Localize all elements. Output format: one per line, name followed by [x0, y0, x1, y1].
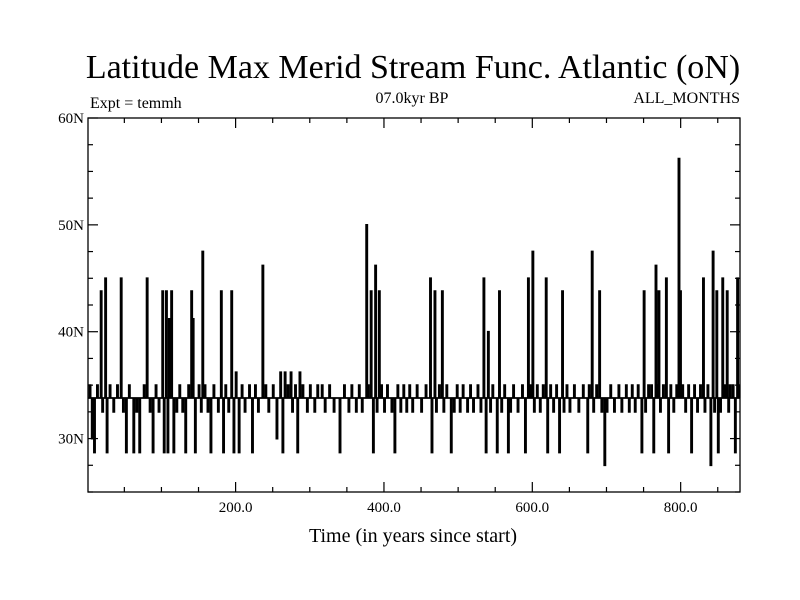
y-tick-label: 30N — [58, 432, 84, 448]
y-tick-label: 40N — [58, 325, 84, 341]
experiment-label: Expt = temmh — [90, 95, 182, 112]
x-tick-label: 600.0 — [515, 500, 549, 516]
months-label: ALL_MONTHS — [633, 90, 740, 107]
series-line — [88, 157, 741, 467]
x-tick-label: 400.0 — [367, 500, 401, 516]
x-tick-label: 800.0 — [664, 500, 698, 516]
x-tick-label: 200.0 — [219, 500, 253, 516]
axis-tick-labels: 30N 40N 50N 60N 200.0 400.0 600.0 800.0 — [58, 111, 697, 516]
axis-ticks — [88, 117, 740, 493]
x-axis-label: Time (in years since start) — [309, 525, 517, 547]
plot-frame — [87, 117, 741, 493]
y-tick-label: 50N — [58, 218, 84, 234]
y-tick-label: 60N — [58, 111, 84, 127]
chart-title: Latitude Max Merid Stream Func. Atlantic… — [86, 49, 740, 86]
period-label: 07.0kyr BP — [376, 90, 449, 107]
